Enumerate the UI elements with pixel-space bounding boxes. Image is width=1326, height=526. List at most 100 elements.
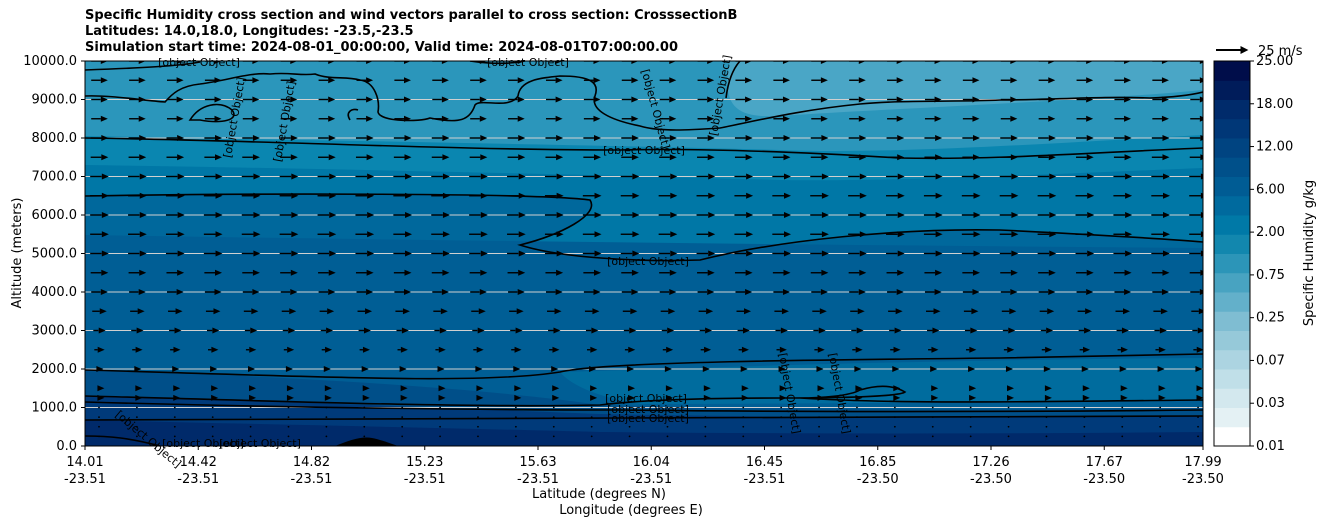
wind-vector-head [859, 173, 867, 180]
wind-vector [1159, 416, 1162, 419]
wind-vector-head [670, 250, 678, 257]
wind-vector [893, 416, 896, 419]
wind-vector-head [440, 308, 448, 315]
wind-vector [135, 425, 138, 428]
wind-vector-head [632, 173, 640, 180]
wind-vector-head [287, 346, 295, 353]
colorbar-segment [1214, 118, 1250, 139]
wind-vector-head [215, 135, 223, 141]
wind-vector-head [1083, 346, 1091, 353]
wind-vector-head [707, 77, 715, 84]
wind-vector-head [782, 115, 790, 122]
wind-vector-head [253, 250, 261, 257]
wind-vector [742, 406, 745, 409]
wind-vector-head [669, 135, 677, 141]
wind-vector [439, 435, 441, 438]
wind-vector-head [285, 366, 293, 372]
wind-vector-head [859, 250, 867, 257]
wind-vector [1159, 406, 1162, 409]
wind-vector-head [779, 346, 787, 353]
colorbar-segment [1214, 330, 1250, 351]
wind-vector-head [1162, 135, 1170, 141]
x-tick-label-lon: -23.51 [291, 472, 333, 487]
wind-vector-head [405, 231, 413, 238]
wind-vector-head [556, 135, 564, 141]
wind-vector [1045, 425, 1048, 428]
wind-vector-head [745, 269, 753, 276]
wind-vector-head [518, 154, 526, 161]
wind-vector-head [366, 96, 374, 103]
wind-vector-head [817, 346, 825, 353]
wind-vector [704, 406, 707, 409]
wind-vector-head [136, 327, 144, 334]
wind-vector [780, 416, 783, 419]
wind-vector-head [552, 394, 560, 401]
wind-vector-head [211, 346, 219, 353]
wind-vector-head [517, 61, 525, 64]
x-tick-label-lat: 14.82 [293, 455, 330, 470]
wind-vector-head [628, 385, 636, 392]
wind-vector [325, 425, 328, 428]
terrain-bump [335, 437, 398, 446]
wind-vector-head [215, 212, 223, 218]
wind-vector [287, 425, 290, 428]
wind-vector [1121, 435, 1124, 438]
wind-vector [477, 406, 479, 409]
wind-vector-head [555, 289, 563, 295]
wind-vector-head [551, 366, 559, 372]
wind-vector [666, 425, 669, 428]
wind-vector [325, 406, 328, 409]
wind-vector-head [669, 61, 677, 64]
wind-vector [173, 435, 176, 438]
y-axis: 0.0 1000.0 2000.0 3000.0 4000.0 5000.0 6000.0 7… [23, 54, 85, 454]
wind-vector-head [855, 394, 863, 401]
wind-vector-head [366, 61, 374, 64]
wind-vector-head [1125, 212, 1133, 218]
wind-vector-head [632, 192, 640, 199]
wind-vector-head [670, 212, 678, 218]
wind-vector [98, 416, 100, 419]
wind-vector-head [1197, 327, 1203, 334]
wind-vector-head [515, 327, 523, 334]
colorbar-segment [1214, 215, 1250, 235]
wind-vector-head [934, 77, 942, 84]
wind-vector-head [858, 61, 866, 64]
wind-vector-head [783, 154, 791, 161]
wind-vector-head [439, 327, 447, 334]
wind-vector-head [1200, 250, 1203, 257]
wind-vector-head [291, 231, 299, 238]
contour-line-2p0 [85, 137, 1203, 160]
wind-vector-head [366, 289, 374, 295]
wind-vector-head [820, 61, 828, 64]
wind-vector-head [252, 289, 260, 295]
wind-vector-head [100, 96, 108, 103]
wind-vector-head [779, 385, 787, 392]
wind-vector-head [476, 394, 484, 401]
wind-vector-head [1162, 173, 1170, 180]
wind-vector-head [101, 154, 109, 161]
wind-vector-head [1048, 77, 1056, 84]
wind-vector-head [329, 192, 337, 199]
wind-vector-head [859, 269, 867, 276]
wind-vector-head [1162, 269, 1170, 276]
wind-vector [969, 416, 972, 419]
wind-vector-head [1200, 135, 1203, 141]
wind-vector-head [934, 61, 942, 64]
wind-vector-head [1087, 212, 1095, 218]
wind-vector-head [745, 154, 753, 161]
wind-vector-head [859, 192, 867, 199]
wind-vector-head [478, 308, 486, 315]
wind-vector-head [1011, 212, 1019, 218]
y-tick-label: 0.0 [56, 439, 77, 454]
wind-vector-head [1200, 212, 1203, 218]
wind-vector-head [593, 289, 601, 295]
x-tick-label-lon: -23.51 [630, 472, 672, 487]
wind-vector-head [1162, 212, 1170, 218]
wind-vector-head [744, 308, 752, 315]
colorbar-segment [1214, 176, 1250, 197]
wind-vector-head [746, 250, 754, 257]
wind-vector-head [367, 250, 375, 257]
wind-vector-head [1048, 269, 1056, 276]
wind-vector-head [518, 135, 526, 141]
wind-vector-head [707, 135, 715, 141]
